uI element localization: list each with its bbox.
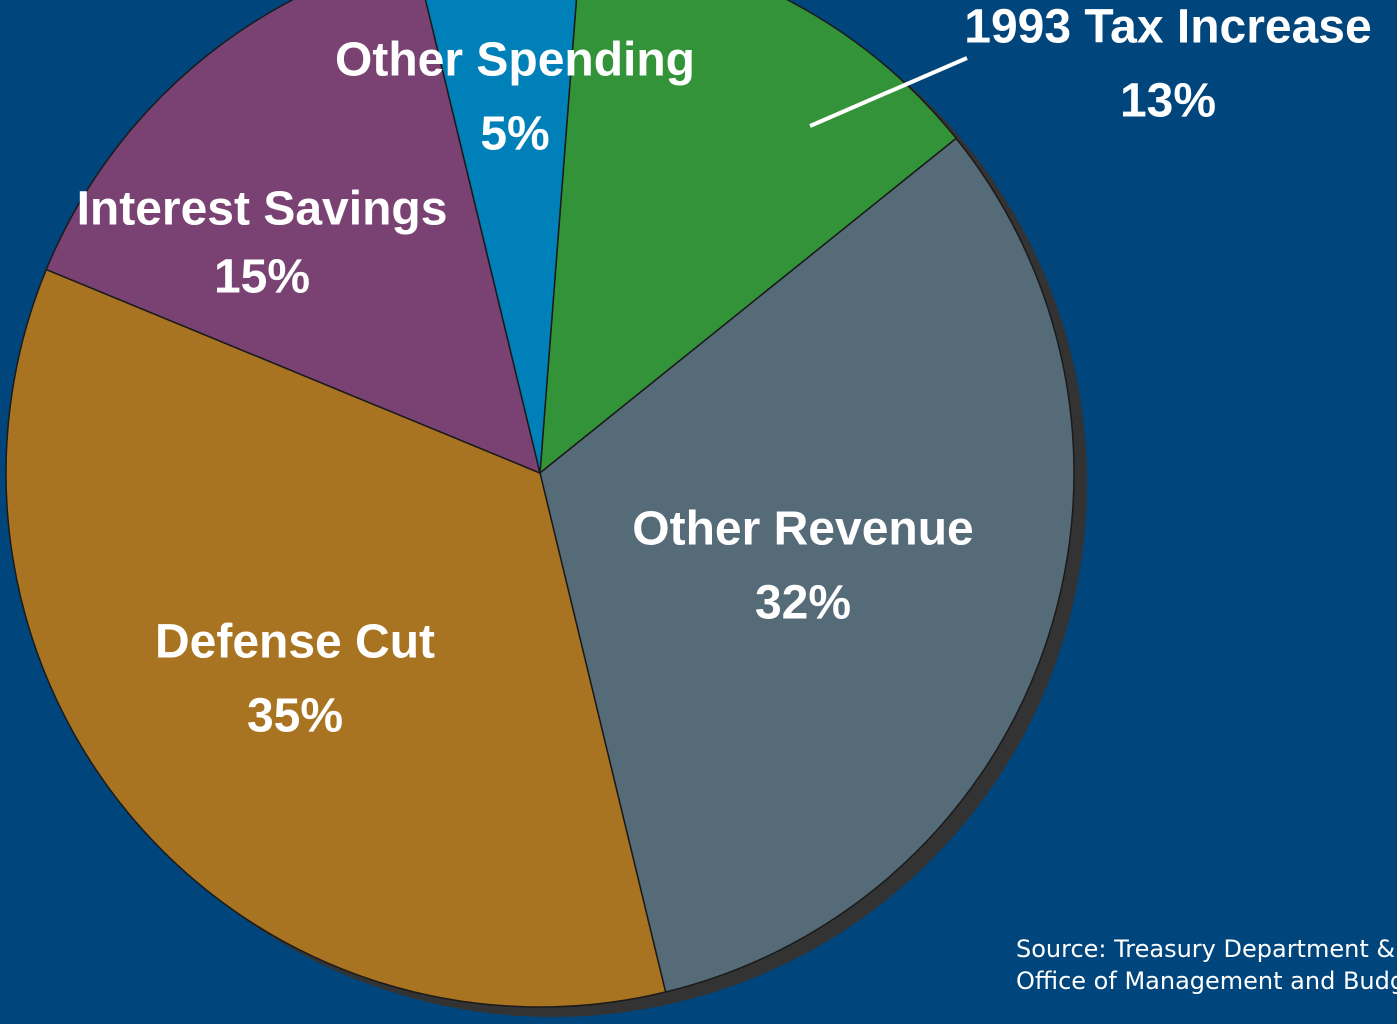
labels: 1993 Tax Increase 13% Other Revenue 32% Defe… <box>77 1 1372 743</box>
pie-slice <box>424 0 578 474</box>
slice-value: 5% <box>480 108 549 161</box>
slice-value: 32% <box>755 577 851 630</box>
source-line: Office of Management and Budget <box>1016 967 1397 995</box>
pie-slice <box>539 0 958 475</box>
source-line: Source: Treasury Department & <box>1016 935 1395 963</box>
slice-value: 35% <box>247 690 343 743</box>
pie-slice <box>45 0 542 475</box>
slice-label: Interest Savings <box>77 183 448 236</box>
pie-slice <box>5 268 667 1008</box>
pie-slice <box>539 137 1075 993</box>
leader-line <box>809 56 968 128</box>
slice-label: Other Revenue <box>632 503 973 556</box>
slice-label: 1993 Tax Increase <box>964 1 1371 54</box>
slice-value: 15% <box>214 251 310 304</box>
slice-label: Other Spending <box>335 34 695 87</box>
slice-value: 13% <box>1120 75 1216 128</box>
slice-label: Defense Cut <box>155 616 435 669</box>
pie <box>5 0 1075 1008</box>
